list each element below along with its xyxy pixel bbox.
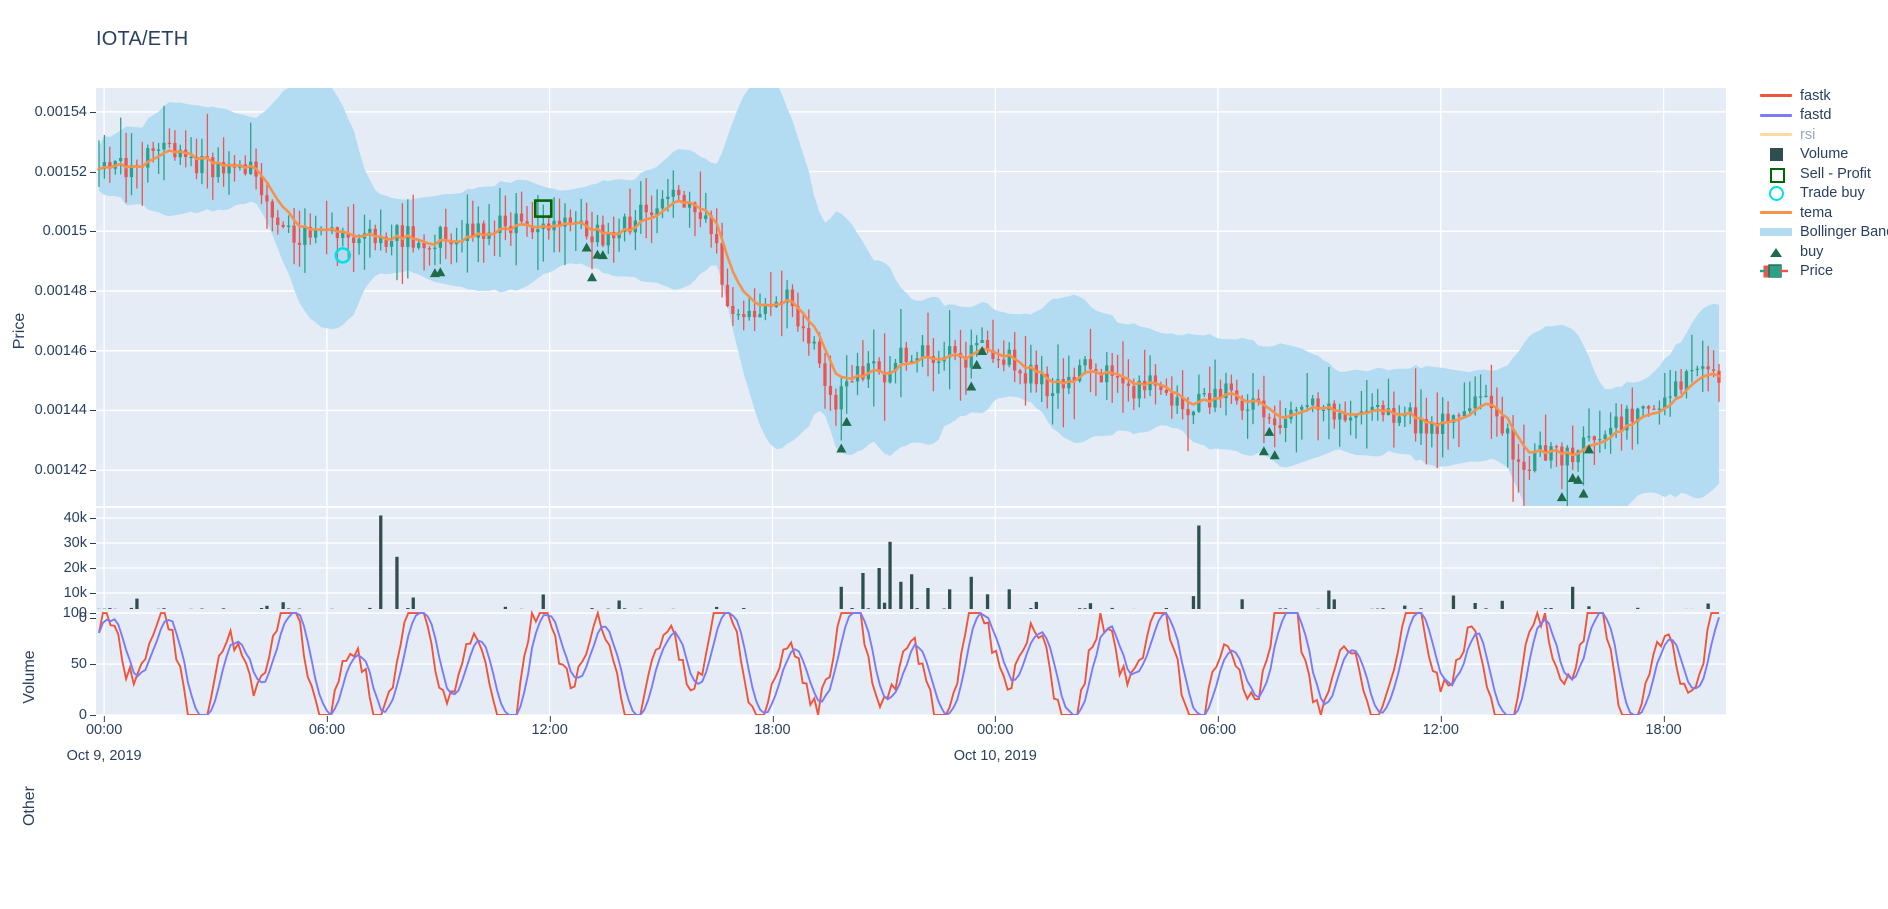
other-axis-title: Other: [21, 786, 38, 827]
tema-line: [97, 149, 1721, 457]
trade-markers: [334, 199, 1594, 502]
price-y-tick: 0.00154: [35, 104, 97, 120]
other-y-tick: 50: [71, 656, 97, 672]
legend-item-label: fastk: [1800, 87, 1831, 104]
band-swatch-icon: [1758, 224, 1794, 240]
volume-plot-svg: [96, 508, 1726, 618]
x-axis-tick: 18:00: [1645, 716, 1682, 738]
legend[interactable]: fastk fastd rsi Volume Sell - Profit Trade bu…: [1758, 86, 1888, 281]
price-y-tick: 0.00148: [35, 283, 97, 299]
volume-y-tick: 20k: [64, 560, 97, 576]
line-swatch-icon: [1758, 88, 1794, 104]
x-axis-tick: 00:00: [977, 716, 1014, 738]
price-y-tick: 0.00144: [35, 402, 97, 418]
other-y-tick: 0: [79, 707, 97, 723]
price-plot-svg: [96, 88, 1726, 506]
x-axis-date-label: Oct 9, 2019: [66, 748, 142, 764]
x-axis-tick: 12:00: [531, 716, 568, 738]
line-swatch-icon: [1758, 127, 1794, 143]
volume-y-tick: 30k: [64, 535, 97, 551]
volume-y-tick: 40k: [64, 510, 97, 526]
circle-swatch-icon: [1758, 185, 1794, 202]
bollinger-band-area: [99, 88, 1719, 506]
line-swatch-icon: [1758, 107, 1794, 123]
legend-item-fastk[interactable]: fastk: [1758, 86, 1888, 106]
x-axis-tick: 12:00: [1422, 716, 1459, 738]
triangle-swatch-icon: [1758, 244, 1794, 260]
legend-item-bollinger-band[interactable]: Bollinger Band: [1758, 223, 1888, 243]
fastd-line: [99, 613, 1719, 715]
box-swatch-icon: [1758, 146, 1794, 162]
legend-item-label: Bollinger Band: [1800, 224, 1888, 240]
legend-item-label: fastd: [1800, 107, 1832, 123]
legend-item-trade-buy[interactable]: Trade buy: [1758, 184, 1888, 204]
x-axis-tick: 00:00: [85, 716, 123, 738]
price-y-tick: 0.00142: [35, 462, 97, 478]
legend-item-label: tema: [1800, 204, 1833, 221]
volume-y-tick: 0: [79, 610, 97, 626]
volume-bar-series: [97, 515, 1721, 618]
other-y-tick: 100: [63, 605, 97, 621]
legend-item-label: Volume: [1800, 146, 1849, 162]
x-axis-tick: 18:00: [754, 716, 791, 738]
other-plot-svg: [96, 609, 1726, 715]
legend-item-label: Trade buy: [1800, 185, 1865, 201]
line-swatch-icon: [1758, 205, 1794, 221]
legend-item-rsi[interactable]: rsi: [1758, 125, 1888, 145]
volume-y-tick: 10k: [64, 585, 97, 601]
other-subplot[interactable]: [96, 609, 1726, 715]
price-y-tick: 0.0015: [43, 223, 97, 239]
page-title: IOTA/ETH: [96, 28, 189, 50]
legend-item-tema[interactable]: tema: [1758, 203, 1888, 223]
price-subplot[interactable]: [96, 88, 1726, 506]
volume-axis-title: Volume: [21, 650, 38, 704]
x-axis-date-label: Oct 10, 2019: [953, 748, 1037, 764]
fastk-line: [99, 613, 1719, 715]
price-axis-title: Price: [11, 312, 28, 350]
legend-item-buy[interactable]: buy: [1758, 242, 1888, 262]
hollow-box-swatch-icon: [1758, 166, 1794, 183]
price-y-tick: 0.00146: [35, 343, 97, 359]
x-axis-tick: 06:00: [1199, 716, 1237, 738]
legend-item-label: Price: [1800, 263, 1834, 279]
legend-item-label: Sell - Profit: [1800, 165, 1871, 182]
legend-item-label: buy: [1800, 243, 1824, 260]
legend-item-volume[interactable]: Volume: [1758, 145, 1888, 165]
volume-subplot[interactable]: [96, 508, 1726, 618]
legend-item-label: rsi: [1800, 126, 1816, 143]
legend-item-sell-profit[interactable]: Sell - Profit: [1758, 164, 1888, 184]
x-axis-tick: 06:00: [308, 716, 346, 738]
legend-item-fastd[interactable]: fastd: [1758, 106, 1888, 126]
price-y-tick: 0.00152: [35, 164, 97, 180]
legend-item-price[interactable]: Price: [1758, 262, 1888, 282]
candle-swatch-icon: [1758, 263, 1794, 279]
